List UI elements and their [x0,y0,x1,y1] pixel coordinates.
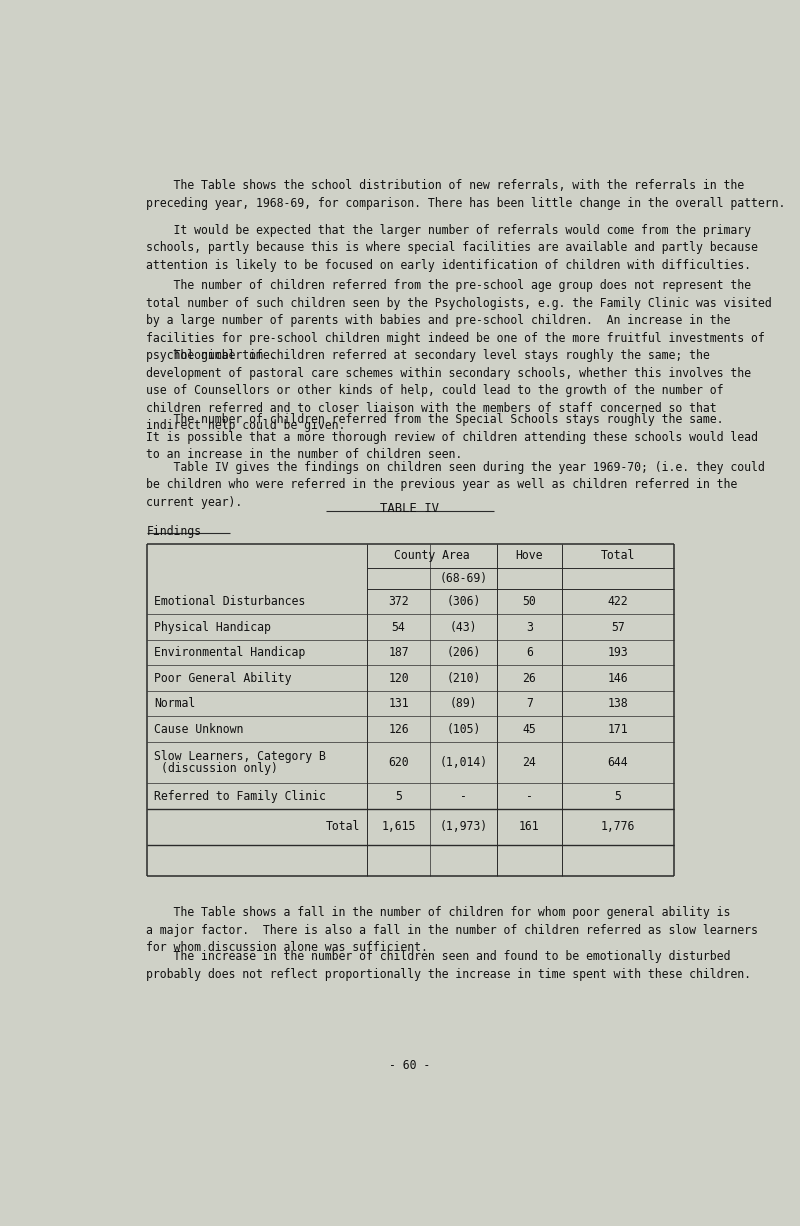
Text: -: - [526,790,533,803]
Text: (43): (43) [450,620,478,634]
Text: (105): (105) [446,722,481,736]
Text: 644: 644 [607,756,628,769]
Text: (206): (206) [446,646,481,660]
Text: (1,973): (1,973) [439,820,488,834]
Text: Findings: Findings [146,525,202,538]
Text: The Table shows a fall in the number of children for whom poor general ability i: The Table shows a fall in the number of … [146,906,758,954]
Text: Emotional Disturbances: Emotional Disturbances [154,595,305,608]
Text: 50: 50 [522,595,536,608]
Text: (1,014): (1,014) [439,756,488,769]
Text: 6: 6 [526,646,533,660]
Text: County Area: County Area [394,549,470,563]
Text: 422: 422 [607,595,628,608]
Text: The number of children referred from the Special Schools stays roughly the same.: The number of children referred from the… [146,413,758,461]
Text: 171: 171 [607,722,628,736]
Text: 131: 131 [388,698,409,710]
Text: 7: 7 [526,698,533,710]
Text: Environmental Handicap: Environmental Handicap [154,646,305,660]
Text: 1,776: 1,776 [601,820,635,834]
Text: 45: 45 [522,722,536,736]
Text: 26: 26 [522,672,536,684]
Text: 187: 187 [388,646,409,660]
Text: (210): (210) [446,672,481,684]
Text: Physical Handicap: Physical Handicap [154,620,271,634]
Text: The increase in the number of children seen and found to be emotionally disturbe: The increase in the number of children s… [146,950,751,981]
Text: 24: 24 [522,756,536,769]
Text: 193: 193 [607,646,628,660]
Text: (68-69): (68-69) [439,573,488,585]
Text: 5: 5 [614,790,621,803]
Text: 138: 138 [607,698,628,710]
Text: Total: Total [326,820,360,834]
Text: 5: 5 [395,790,402,803]
Text: 1,615: 1,615 [382,820,416,834]
Text: The number of children referred from the pre-school age group does not represent: The number of children referred from the… [146,280,772,362]
Text: 126: 126 [388,722,409,736]
Text: 54: 54 [392,620,406,634]
Text: 3: 3 [526,620,533,634]
Text: It would be expected that the larger number of referrals would come from the pri: It would be expected that the larger num… [146,223,758,272]
Text: 120: 120 [388,672,409,684]
Text: (306): (306) [446,595,481,608]
Text: -: - [460,790,467,803]
Text: 57: 57 [611,620,625,634]
Text: Referred to Family Clinic: Referred to Family Clinic [154,790,326,803]
Text: 146: 146 [607,672,628,684]
Text: Table IV gives the findings on children seen during the year 1969-70; (i.e. they: Table IV gives the findings on children … [146,461,766,509]
Text: 620: 620 [388,756,409,769]
Text: Poor General Ability: Poor General Ability [154,672,291,684]
Text: Slow Learners, Category B: Slow Learners, Category B [154,750,326,764]
Text: Normal: Normal [154,698,195,710]
Text: 372: 372 [388,595,409,608]
Text: Total: Total [601,549,635,563]
Text: - 60 -: - 60 - [390,1059,430,1073]
Text: (discussion only): (discussion only) [162,761,278,775]
Text: (89): (89) [450,698,478,710]
Text: The number of children referred at secondary level stays roughly the same; the
d: The number of children referred at secon… [146,349,751,432]
Text: Cause Unknown: Cause Unknown [154,722,243,736]
Text: The Table shows the school distribution of new referrals, with the referrals in : The Table shows the school distribution … [146,179,786,210]
Text: Hove: Hove [516,549,543,563]
Text: 161: 161 [519,820,540,834]
Text: TABLE IV: TABLE IV [381,503,439,515]
